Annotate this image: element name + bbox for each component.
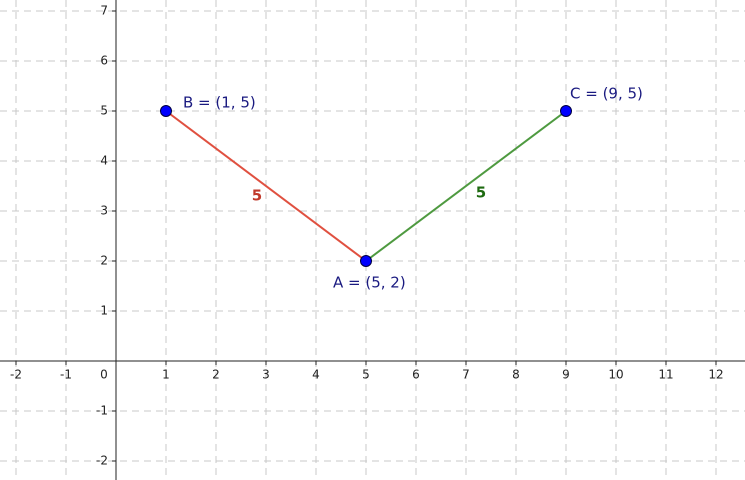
point — [560, 105, 572, 117]
point — [360, 255, 372, 267]
x-tick-label: 7 — [462, 368, 470, 382]
y-tick-label: 4 — [100, 154, 108, 168]
x-tick-label: 8 — [512, 368, 520, 382]
segment — [365, 110, 567, 262]
x-tick-label: 5 — [362, 368, 370, 382]
point — [160, 105, 172, 117]
y-tick-label: -1 — [96, 404, 108, 418]
segment-length: 5 — [476, 184, 486, 202]
y-tick-label: 5 — [100, 104, 108, 118]
x-tick-label: -2 — [10, 368, 22, 382]
segment — [165, 110, 367, 262]
y-tick-label: 7 — [100, 4, 108, 18]
y-tick-label: 2 — [100, 254, 108, 268]
x-tick-label: 6 — [412, 368, 420, 382]
segment-length: 5 — [252, 187, 262, 205]
x-tick-label: 4 — [312, 368, 320, 382]
y-tick-label: -2 — [96, 454, 108, 468]
point-label: B = (1, 5) — [183, 94, 256, 112]
x-tick-label: 1 — [162, 368, 170, 382]
x-tick-label: 11 — [658, 368, 673, 382]
x-tick-label: -1 — [60, 368, 72, 382]
x-tick-label: 3 — [262, 368, 270, 382]
y-tick-label: 1 — [100, 304, 108, 318]
x-tick-label: 12 — [708, 368, 723, 382]
y-tick-label: 3 — [100, 204, 108, 218]
x-tick-label: 0 — [100, 368, 108, 382]
x-tick-label: 9 — [562, 368, 570, 382]
y-tick-label: 6 — [100, 54, 108, 68]
x-tick-label: 10 — [608, 368, 623, 382]
point-label: A = (5, 2) — [333, 274, 406, 292]
x-tick-label: 2 — [212, 368, 220, 382]
point-label: C = (9, 5) — [570, 85, 643, 103]
